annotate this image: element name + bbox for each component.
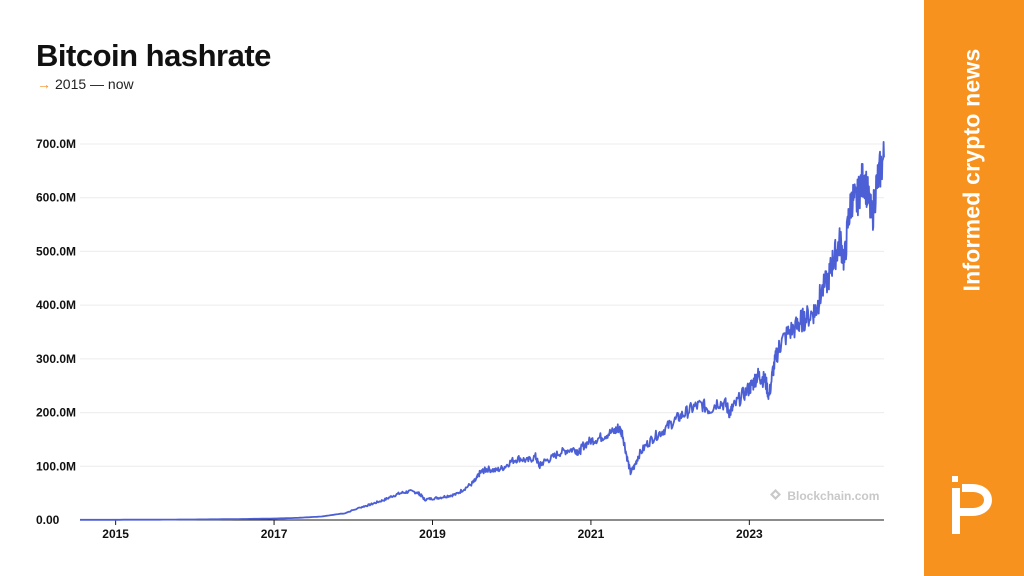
y-tick-label: 100.0M bbox=[36, 459, 76, 473]
page-subtitle: → 2015 — now bbox=[37, 76, 134, 92]
blockchain-logo-icon bbox=[770, 489, 784, 503]
y-tick-label: 500.0M bbox=[36, 244, 76, 258]
subtitle-text: 2015 — now bbox=[55, 76, 134, 92]
brand-sidebar bbox=[924, 0, 1024, 576]
x-tick-label: 2017 bbox=[261, 527, 288, 541]
x-tick-label: 2015 bbox=[102, 527, 129, 541]
x-tick-label: 2019 bbox=[419, 527, 446, 541]
x-tick-label: 2021 bbox=[578, 527, 605, 541]
y-tick-label: 400.0M bbox=[36, 298, 76, 312]
hashrate-series-line bbox=[80, 140, 885, 521]
y-tick-label: 600.0M bbox=[36, 191, 76, 205]
watermark: Blockchain.com bbox=[770, 489, 879, 503]
sidebar-tagline: Informed crypto news bbox=[958, 48, 985, 292]
watermark-text: Blockchain.com bbox=[787, 489, 880, 503]
y-tick-label: 0.00 bbox=[36, 513, 60, 527]
y-tick-label: 700.0M bbox=[36, 137, 76, 151]
y-tick-label: 200.0M bbox=[36, 406, 76, 420]
page-title: Bitcoin hashrate bbox=[36, 38, 271, 73]
grid-layer bbox=[80, 143, 884, 467]
arrow-right-icon: → bbox=[37, 76, 51, 92]
publisher-logo-icon bbox=[950, 472, 998, 541]
hashrate-chart: 0.00 100.0M 200.0M 300.0M 400.0M 500.0M 600.0M… bbox=[36, 137, 885, 541]
axis-layer: 0.00 100.0M 200.0M 300.0M 400.0M 500.0M 600.0M… bbox=[36, 137, 884, 541]
y-tick-label: 300.0M bbox=[36, 352, 76, 366]
series-layer bbox=[80, 140, 885, 521]
x-tick-label: 2023 bbox=[736, 527, 763, 541]
